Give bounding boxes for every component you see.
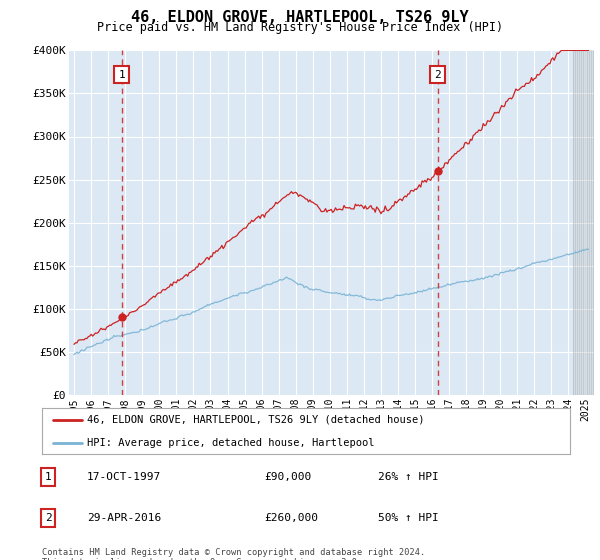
Text: 29-APR-2016: 29-APR-2016: [87, 513, 161, 523]
Text: 17-OCT-1997: 17-OCT-1997: [87, 472, 161, 482]
Text: £90,000: £90,000: [264, 472, 311, 482]
Text: 2: 2: [434, 69, 441, 80]
Text: 2: 2: [44, 513, 52, 523]
Text: Contains HM Land Registry data © Crown copyright and database right 2024.
This d: Contains HM Land Registry data © Crown c…: [42, 548, 425, 560]
Text: 46, ELDON GROVE, HARTLEPOOL, TS26 9LY (detached house): 46, ELDON GROVE, HARTLEPOOL, TS26 9LY (d…: [87, 414, 424, 424]
Text: Price paid vs. HM Land Registry's House Price Index (HPI): Price paid vs. HM Land Registry's House …: [97, 21, 503, 34]
Text: 50% ↑ HPI: 50% ↑ HPI: [378, 513, 439, 523]
Bar: [572, 50, 594, 395]
Text: 1: 1: [118, 69, 125, 80]
Text: 26% ↑ HPI: 26% ↑ HPI: [378, 472, 439, 482]
Text: £260,000: £260,000: [264, 513, 318, 523]
Text: 46, ELDON GROVE, HARTLEPOOL, TS26 9LY: 46, ELDON GROVE, HARTLEPOOL, TS26 9LY: [131, 10, 469, 25]
Text: HPI: Average price, detached house, Hartlepool: HPI: Average price, detached house, Hart…: [87, 437, 374, 447]
Text: 1: 1: [44, 472, 52, 482]
